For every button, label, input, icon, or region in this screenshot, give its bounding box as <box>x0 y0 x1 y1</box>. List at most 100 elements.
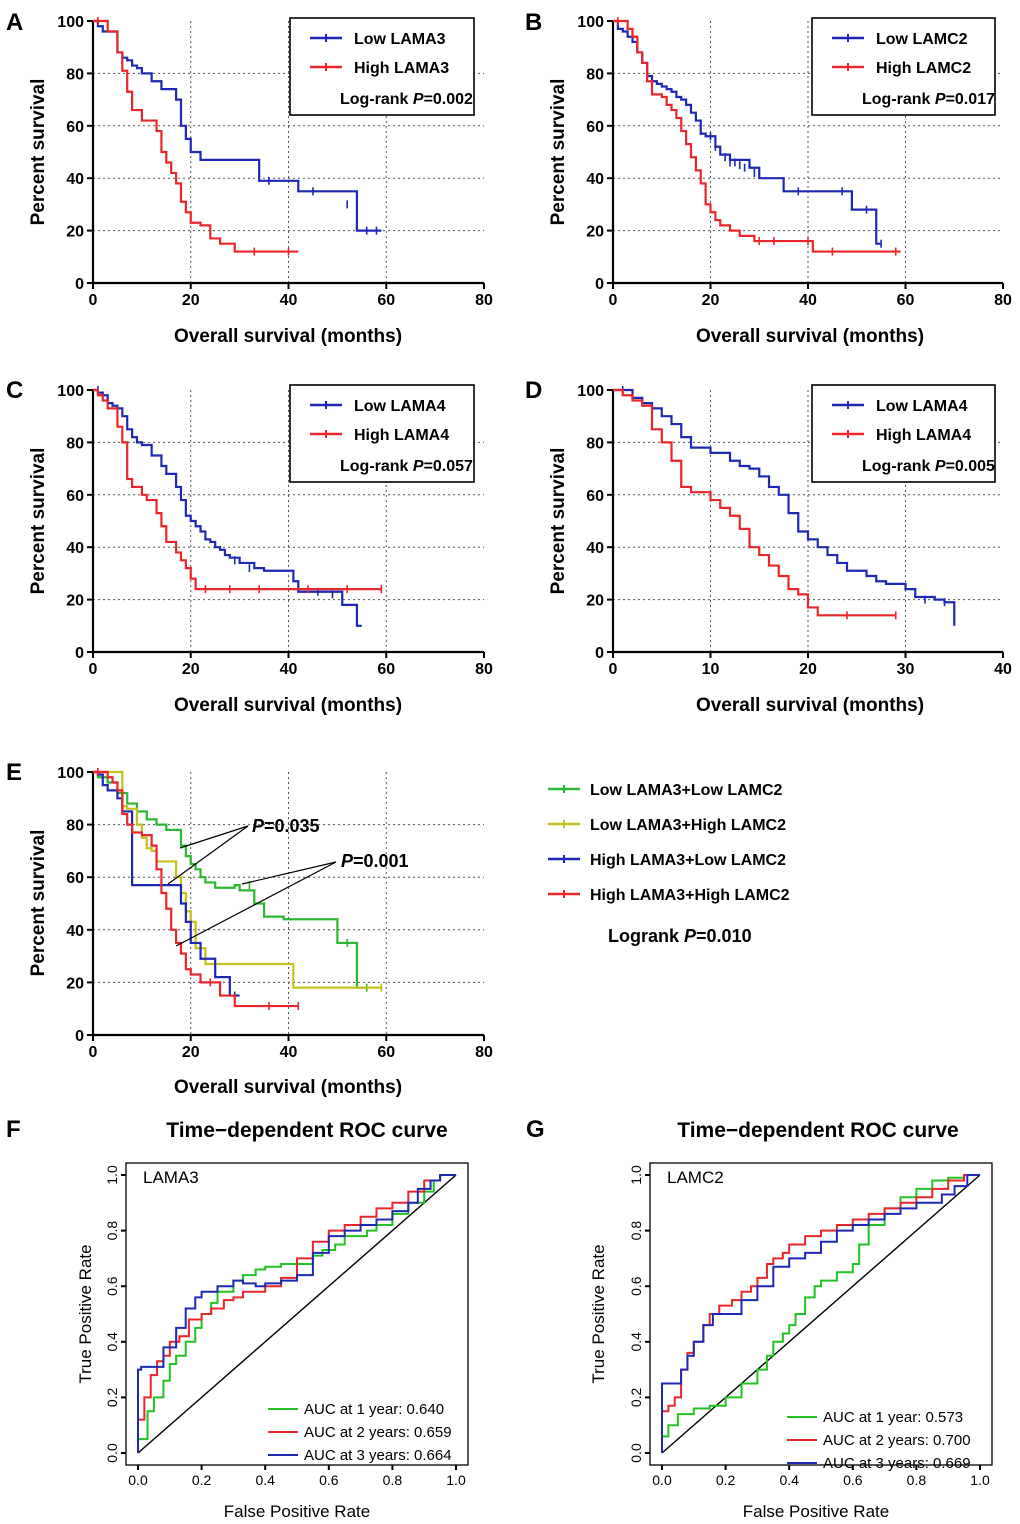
x-tick-label: 40 <box>799 292 817 309</box>
x-tick-label: 40 <box>280 661 298 678</box>
logrank-p-value: Log-rank P=0.057 <box>340 458 473 475</box>
roc-curve-3 <box>661 1174 980 1453</box>
annotation-p-value: P=0.001 <box>341 851 409 871</box>
y-tick-label: 0.0 <box>628 1443 644 1463</box>
x-axis-title: Overall survival (months) <box>174 326 402 347</box>
y-tick-label: 40 <box>66 171 84 188</box>
x-tick-label: 0.0 <box>128 1472 148 1488</box>
legend-entry: AUC at 3 years: 0.669 <box>823 1455 971 1472</box>
x-tick-label: 0.2 <box>716 1472 736 1488</box>
y-axis-title: Percent survival <box>28 448 49 595</box>
logrank-p-value: Log-rank P=0.017 <box>862 91 995 108</box>
x-tick-label: 40 <box>280 1044 298 1061</box>
legend-entry: High LAMC2 <box>876 60 971 77</box>
x-tick-label: 20 <box>182 661 200 678</box>
y-tick-label: 0.4 <box>104 1332 120 1352</box>
survival-curve-2 <box>93 388 382 591</box>
x-axis-title: Overall survival (months) <box>174 695 402 716</box>
x-tick-label: 80 <box>475 292 493 309</box>
roc-curve-2 <box>661 1174 980 1453</box>
y-tick-label: 0.8 <box>628 1221 644 1241</box>
x-tick-label: 0.2 <box>192 1472 212 1488</box>
x-axis-title: False Positive Rate <box>743 1502 889 1521</box>
y-tick-label: 100 <box>577 383 604 400</box>
y-tick-label: 80 <box>586 435 604 452</box>
y-tick-label: 0.6 <box>628 1276 644 1296</box>
legend-entry: AUC at 1 year: 0.640 <box>304 1401 444 1418</box>
y-tick-label: 60 <box>66 870 84 887</box>
y-tick-label: 100 <box>57 765 84 782</box>
x-tick-label: 0 <box>609 292 618 309</box>
legend-entry: High LAMA3 <box>354 60 449 77</box>
y-tick-label: 0 <box>595 645 604 662</box>
x-tick-label: 80 <box>475 1044 493 1061</box>
y-tick-label: 20 <box>66 224 84 241</box>
chart-title: Time−dependent ROC curve <box>166 1119 447 1142</box>
x-tick-label: 0 <box>609 661 618 678</box>
survival-curve-1 <box>93 388 362 627</box>
legend-entry: AUC at 3 years: 0.664 <box>304 1447 452 1464</box>
panel-label-b: B <box>525 9 542 36</box>
x-tick-label: 60 <box>377 1044 395 1061</box>
legend-entry: High LAMA3+High LAMC2 <box>590 887 790 904</box>
y-tick-label: 20 <box>66 975 84 992</box>
x-tick-label: 1.0 <box>446 1472 466 1488</box>
survival-curve-1 <box>613 388 956 626</box>
y-tick-label: 0.2 <box>104 1387 120 1407</box>
y-tick-label: 0 <box>75 645 84 662</box>
x-tick-label: 60 <box>377 292 395 309</box>
y-tick-label: 20 <box>586 593 604 610</box>
x-tick-label: 0.4 <box>255 1472 275 1488</box>
x-tick-label: 30 <box>897 661 915 678</box>
panel-label-d: D <box>525 377 542 404</box>
roc-curve-1 <box>661 1174 980 1453</box>
annotation-p-value: P=0.035 <box>252 816 320 836</box>
chart-title: Time−dependent ROC curve <box>677 1119 958 1142</box>
annotation-line <box>175 861 337 947</box>
survival-curve-4 <box>93 770 299 1008</box>
survival-curve-2 <box>613 388 896 617</box>
y-tick-label: 80 <box>586 66 604 83</box>
y-tick-label: 0 <box>75 1028 84 1045</box>
logrank-p-value: Logrank P=0.010 <box>608 926 752 946</box>
plot-frame <box>649 1162 993 1466</box>
y-tick-label: 40 <box>66 923 84 940</box>
survival-curve-2 <box>613 19 901 253</box>
y-tick-label: 0.6 <box>104 1276 120 1296</box>
y-tick-label: 60 <box>586 488 604 505</box>
legend-entry: Low LAMA3+Low LAMC2 <box>590 782 783 799</box>
inset-label: LAMC2 <box>667 1168 724 1187</box>
x-tick-label: 0.0 <box>652 1472 672 1488</box>
survival-curve-2 <box>93 770 382 989</box>
panel-label-a: A <box>6 9 23 36</box>
x-tick-label: 0.4 <box>779 1472 799 1488</box>
y-tick-label: 60 <box>66 488 84 505</box>
x-tick-label: 20 <box>182 1044 200 1061</box>
legend-entry: High LAMA3+Low LAMC2 <box>590 852 786 869</box>
x-tick-label: 0.8 <box>383 1472 403 1488</box>
x-tick-label: 80 <box>475 661 493 678</box>
y-axis-title: True Positive Rate <box>589 1244 608 1383</box>
annotation-line <box>179 825 249 849</box>
reference-diagonal <box>137 1174 457 1454</box>
y-tick-label: 40 <box>66 540 84 557</box>
x-axis-title: Overall survival (months) <box>696 326 924 347</box>
y-tick-label: 100 <box>577 14 604 31</box>
y-axis-title: True Positive Rate <box>76 1244 95 1383</box>
y-tick-label: 100 <box>57 14 84 31</box>
x-axis-title: False Positive Rate <box>224 1502 370 1521</box>
x-tick-label: 80 <box>994 292 1012 309</box>
y-tick-label: 1.0 <box>104 1165 120 1185</box>
logrank-p-value: Log-rank P=0.005 <box>862 458 995 475</box>
x-tick-label: 40 <box>994 661 1012 678</box>
x-axis-title: Overall survival (months) <box>696 695 924 716</box>
panel-label-e: E <box>6 759 22 786</box>
x-tick-label: 1.0 <box>970 1472 990 1488</box>
x-tick-label: 20 <box>182 292 200 309</box>
y-tick-label: 60 <box>66 119 84 136</box>
y-tick-label: 0.4 <box>628 1332 644 1352</box>
x-tick-label: 0 <box>89 292 98 309</box>
legend-entry: Low LAMC2 <box>876 31 968 48</box>
y-tick-label: 0.2 <box>628 1387 644 1407</box>
